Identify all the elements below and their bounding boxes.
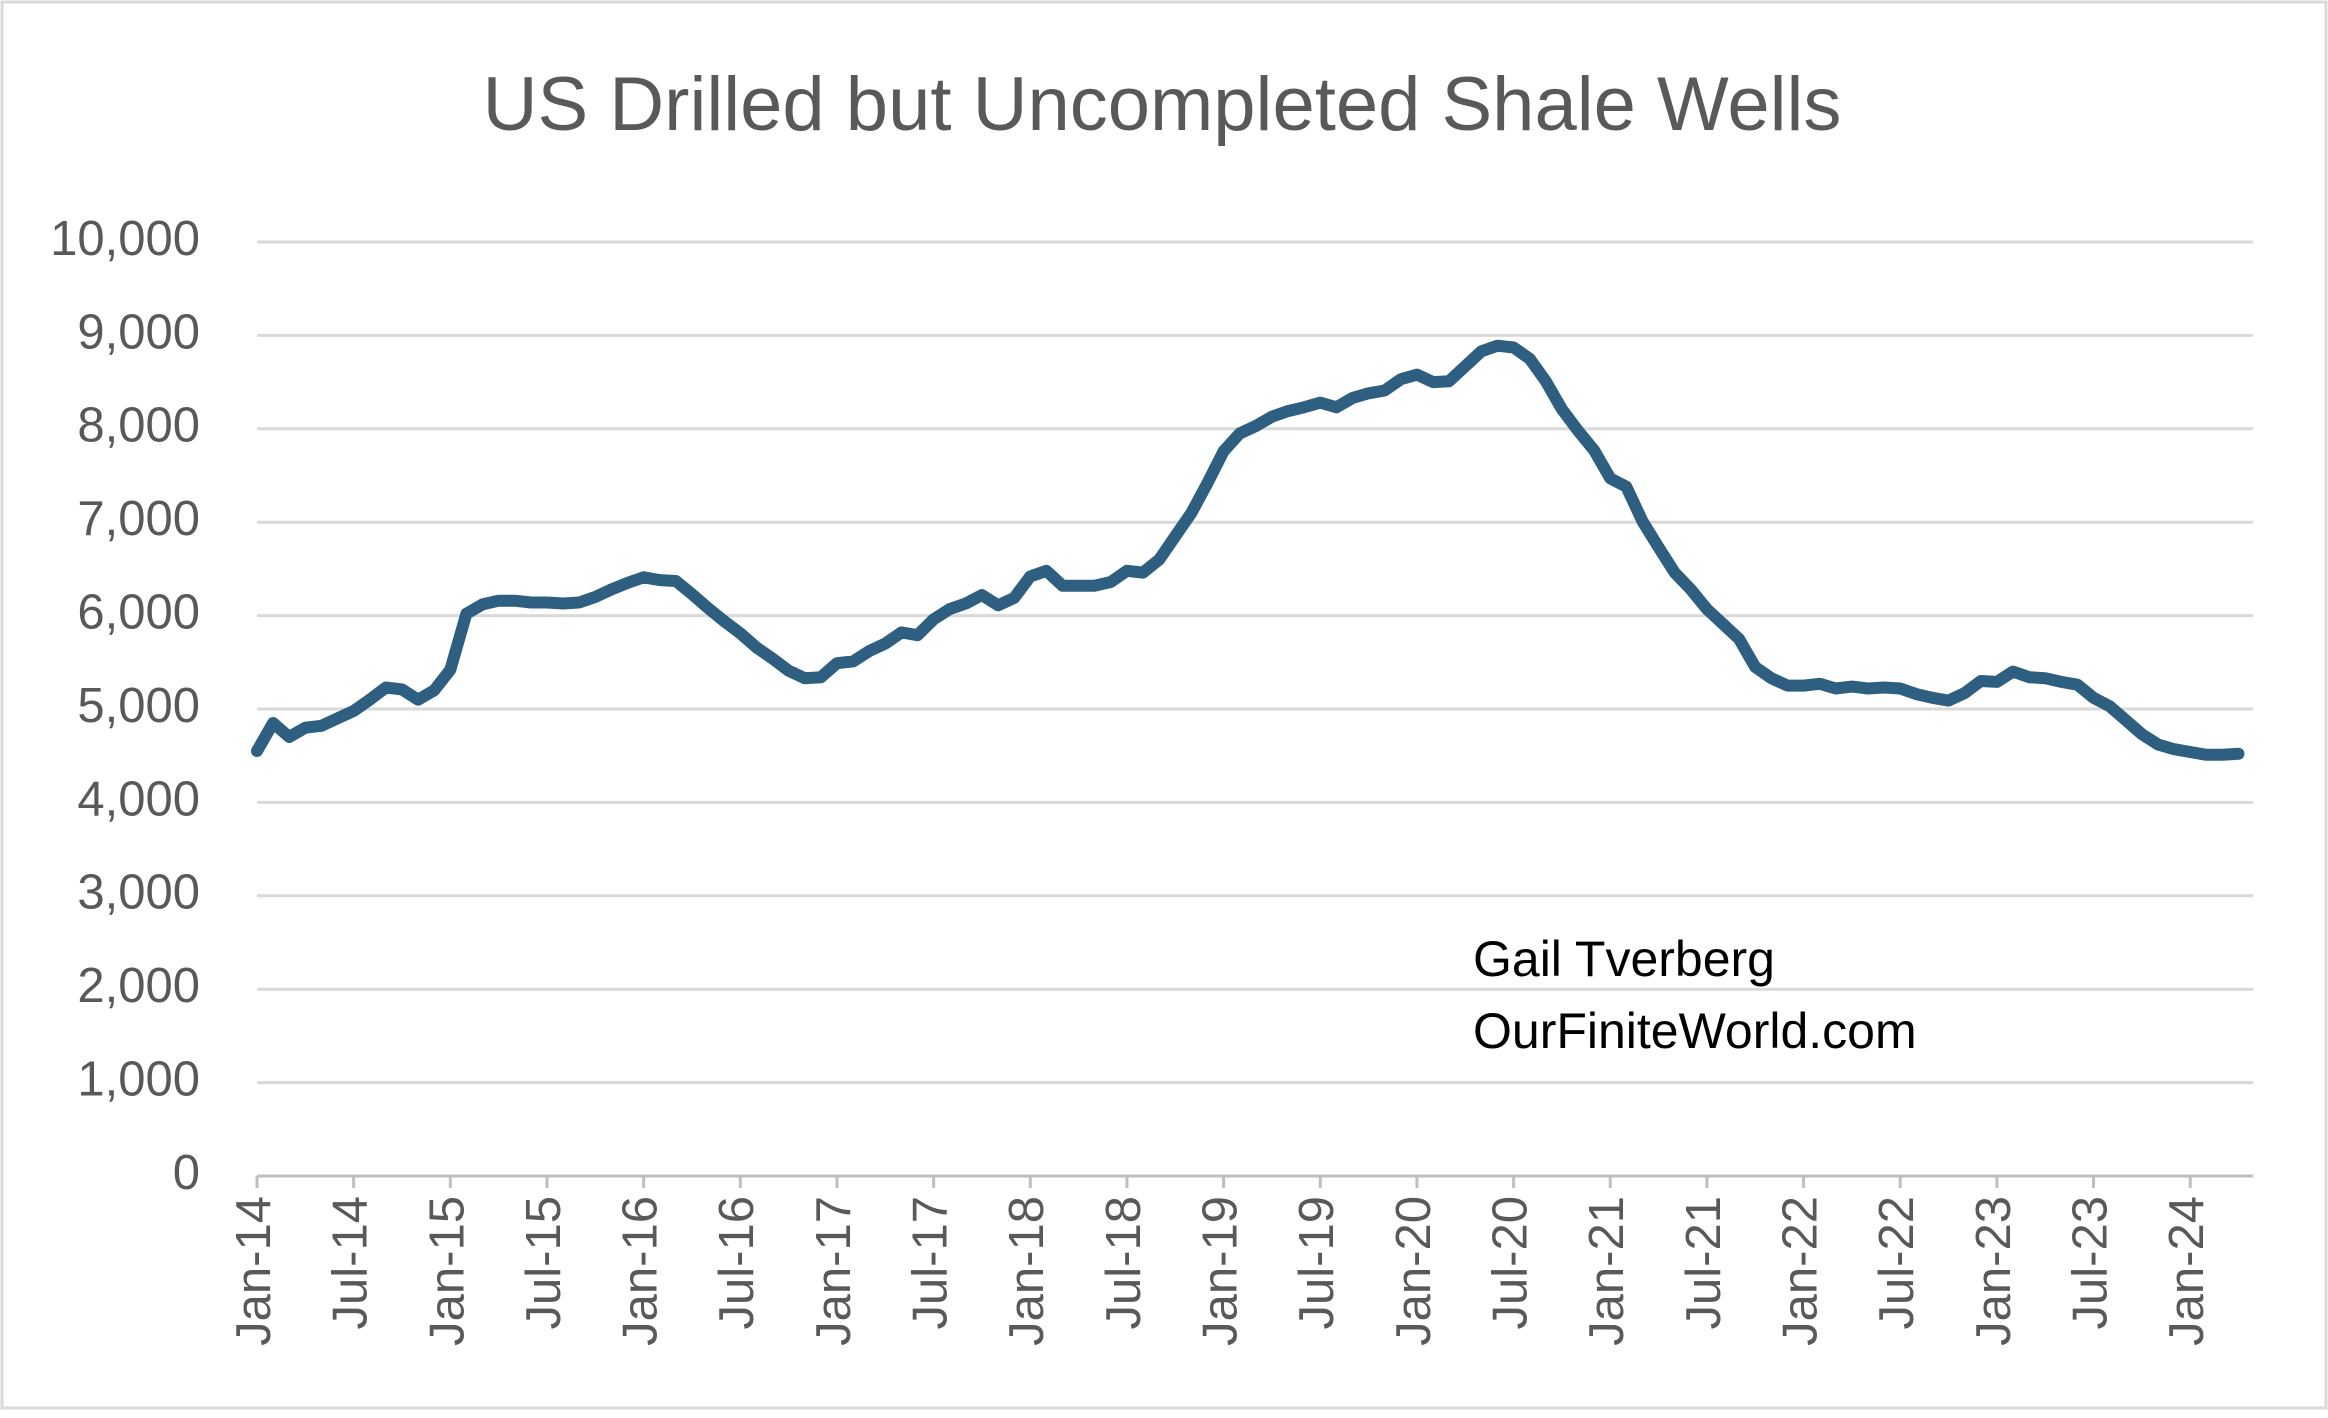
annotation: OurFiniteWorld.com xyxy=(1473,1003,1917,1059)
x-tick-label: Jan-15 xyxy=(420,1196,474,1346)
y-tick-label: 2,000 xyxy=(77,959,200,1013)
y-tick-label: 4,000 xyxy=(77,772,200,826)
chart-title: US Drilled but Uncompleted Shale Wells xyxy=(483,62,1842,147)
x-tick-label: Jul-19 xyxy=(1290,1196,1344,1329)
y-tick-label: 7,000 xyxy=(77,492,200,546)
annotation: Gail Tverberg xyxy=(1473,931,1775,987)
x-tick-label: Jul-15 xyxy=(517,1196,571,1329)
y-tick-label: 8,000 xyxy=(77,399,200,453)
x-tick-label: Jul-20 xyxy=(1484,1196,1538,1329)
x-tick-label: Jan-16 xyxy=(614,1196,668,1346)
y-tick-label: 6,000 xyxy=(77,586,200,640)
x-tick-label: Jan-22 xyxy=(1773,1196,1827,1346)
y-tick-label: 3,000 xyxy=(77,866,200,920)
data-line xyxy=(251,339,2245,761)
x-tick-label: Jul-23 xyxy=(2063,1196,2117,1329)
x-tick-label: Jan-17 xyxy=(807,1196,861,1346)
x-tick-label: Jan-21 xyxy=(1580,1196,1634,1346)
x-tick-label: Jan-23 xyxy=(1967,1196,2021,1346)
x-tick-label: Jan-24 xyxy=(2160,1196,2214,1346)
y-tick-label: 5,000 xyxy=(77,679,200,733)
x-tick-label: Jan-20 xyxy=(1387,1196,1441,1346)
y-tick-label: 10,000 xyxy=(50,212,200,266)
x-tick-label: Jul-21 xyxy=(1677,1196,1731,1329)
x-tick-label: Jan-19 xyxy=(1194,1196,1248,1346)
y-tick-label: 1,000 xyxy=(77,1053,200,1107)
x-tick-label: Jul-17 xyxy=(904,1196,958,1329)
x-tick-label: Jul-22 xyxy=(1870,1196,1924,1329)
x-tick-label: Jan-14 xyxy=(227,1196,281,1346)
x-tick-label: Jul-18 xyxy=(1097,1196,1151,1329)
y-tick-label: 9,000 xyxy=(77,305,200,359)
y-tick-label: 0 xyxy=(173,1146,200,1200)
x-tick-label: Jul-16 xyxy=(710,1196,764,1329)
x-tick-label: Jan-18 xyxy=(1000,1196,1054,1346)
x-tick-label: Jul-14 xyxy=(324,1196,378,1329)
